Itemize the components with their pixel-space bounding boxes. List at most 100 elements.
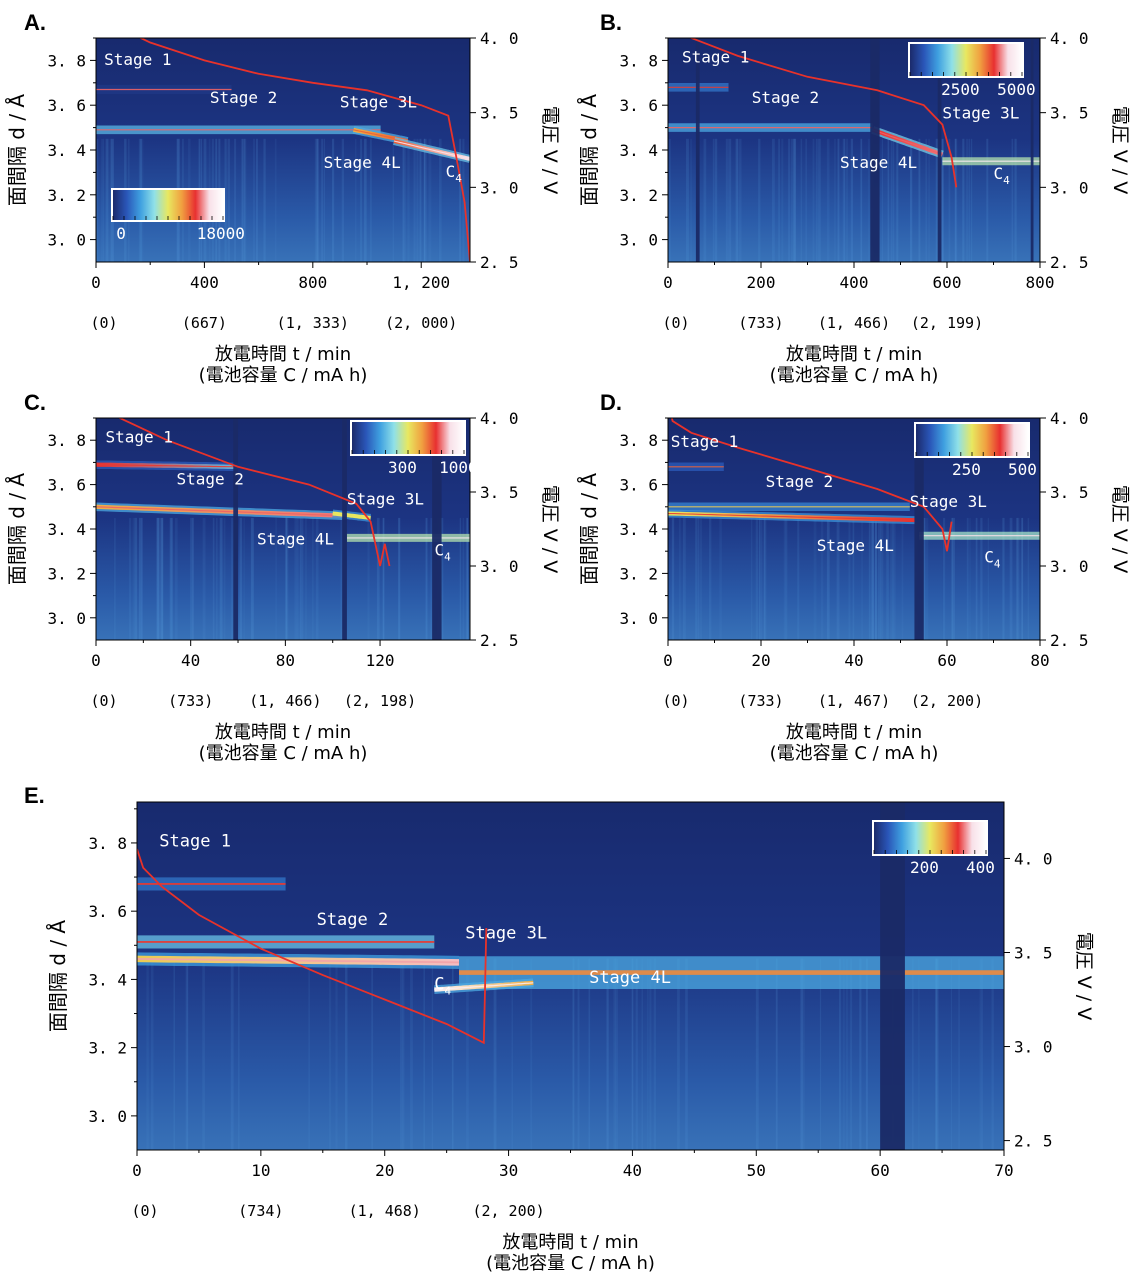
noise-streak xyxy=(819,958,822,1150)
y-tick-label: 3. 2 xyxy=(88,1039,127,1058)
noise-streak xyxy=(223,517,226,640)
voltage-curve xyxy=(670,418,953,552)
noise-streak xyxy=(834,138,836,262)
noise-streak xyxy=(105,138,109,262)
noise-streak xyxy=(96,138,99,262)
noise-streak xyxy=(1015,517,1018,640)
noise-streak xyxy=(812,138,815,262)
noise-streak xyxy=(955,138,958,262)
noise-streak xyxy=(302,517,304,640)
measurement-gap xyxy=(914,418,924,640)
noise-streak xyxy=(243,138,247,262)
noise-streak xyxy=(815,138,818,262)
y2-tick-label: 3. 0 xyxy=(1050,557,1089,576)
noise-streak xyxy=(186,958,189,1150)
noise-streak xyxy=(413,138,416,262)
noise-streak xyxy=(157,517,161,640)
noise-streak xyxy=(636,958,638,1150)
y2-tick-label: 3. 5 xyxy=(480,104,519,123)
noise-streak xyxy=(987,517,989,640)
y-tick-label: 3. 6 xyxy=(619,476,658,495)
band-core xyxy=(137,957,460,964)
capacity-tick-label: (0) xyxy=(90,692,117,710)
noise-streak xyxy=(423,138,426,262)
y-tick-label: 3. 6 xyxy=(47,476,86,495)
noise-streak xyxy=(684,517,687,640)
noise-streak xyxy=(328,958,332,1150)
colorbar xyxy=(874,822,986,854)
noise-streak xyxy=(360,138,362,262)
colorbar-tick-label: 500 xyxy=(1008,460,1037,479)
y2-axis-label: 電圧 V / V xyxy=(1073,932,1095,1021)
noise-streak xyxy=(797,517,799,640)
y-tick-label: 3. 8 xyxy=(88,834,127,853)
noise-streak xyxy=(572,958,575,1150)
stage-label: Stage 2 xyxy=(317,910,389,930)
noise-streak xyxy=(653,958,657,1150)
noise-streak xyxy=(887,138,890,262)
panel-label: A. xyxy=(24,10,46,35)
y-axis-label: 面間隔 d / Å xyxy=(46,920,70,1033)
noise-streak xyxy=(969,517,971,640)
noise-streak xyxy=(113,517,116,640)
y-tick-label: 3. 6 xyxy=(88,902,127,921)
y2-tick-label: 3. 0 xyxy=(1014,1038,1053,1057)
noise-streak xyxy=(234,138,237,262)
noise-streak xyxy=(212,517,215,640)
x-tick-label: 200 xyxy=(747,273,776,292)
noise-streak xyxy=(323,138,325,262)
noise-streak xyxy=(980,517,983,640)
y-axis-label: 面間隔 d / Å xyxy=(5,94,29,207)
noise-streak xyxy=(493,958,497,1150)
noise-streak xyxy=(321,138,323,262)
colorbar-tick-label: 2500 xyxy=(941,80,980,99)
noise-streak xyxy=(230,958,234,1150)
x-tick-label: 10 xyxy=(251,1161,270,1180)
stage-label: Stage 4L xyxy=(589,968,671,988)
measurement-gap xyxy=(342,418,347,640)
stage-label-text: Stage 2 xyxy=(766,472,833,491)
noise-streak xyxy=(859,958,862,1150)
y-tick-label: 3. 2 xyxy=(47,186,86,205)
noise-streak xyxy=(109,138,112,262)
noise-streak xyxy=(635,958,637,1150)
x-tick-label: 60 xyxy=(871,1161,890,1180)
noise-streak xyxy=(431,958,434,1150)
x-axis-label: 放電時間 t / min xyxy=(215,722,351,743)
measurement-gap xyxy=(880,802,905,1150)
colorbar-tick-label: 300 xyxy=(388,458,417,477)
noise-streak xyxy=(285,517,287,640)
noise-streak xyxy=(286,517,289,640)
capacity-tick-label: (0) xyxy=(90,314,117,332)
x-tick-label: 70 xyxy=(994,1161,1013,1180)
noise-streak xyxy=(952,517,955,640)
y2-axis-label: 電圧 V / V xyxy=(1109,106,1131,195)
noise-streak xyxy=(881,138,883,262)
y2-tick-label: 2. 5 xyxy=(1050,631,1089,650)
stage-label-text: Stage 2 xyxy=(176,470,243,489)
y-tick-label: 3. 2 xyxy=(47,564,86,583)
noise-streak xyxy=(739,138,742,262)
noise-streak xyxy=(202,517,206,640)
stage-label: C4 xyxy=(994,164,1011,187)
noise-streak xyxy=(910,138,912,262)
x-tick-label: 0 xyxy=(663,273,673,292)
noise-streak xyxy=(369,138,372,262)
y2-tick-label: 2. 5 xyxy=(480,253,519,272)
noise-streak xyxy=(948,138,951,262)
noise-streak xyxy=(1016,517,1020,640)
noise-streak xyxy=(253,138,255,262)
noise-streak xyxy=(128,517,132,640)
voltage-curve xyxy=(689,38,958,188)
noise-streak xyxy=(725,138,728,262)
noise-streak xyxy=(826,517,830,640)
noise-streak xyxy=(941,138,944,262)
noise-streak xyxy=(156,517,160,640)
noise-streak xyxy=(781,138,784,262)
noise-streak xyxy=(250,517,254,640)
noise-streak xyxy=(606,958,609,1150)
panel-b: B. Stage 1 Stage 2 Stage 3L Stage 4L C4 0 200 40… xyxy=(577,10,1131,386)
noise-streak xyxy=(392,138,394,262)
stage-label-subscript: 4 xyxy=(444,551,451,564)
noise-streak xyxy=(216,517,218,640)
